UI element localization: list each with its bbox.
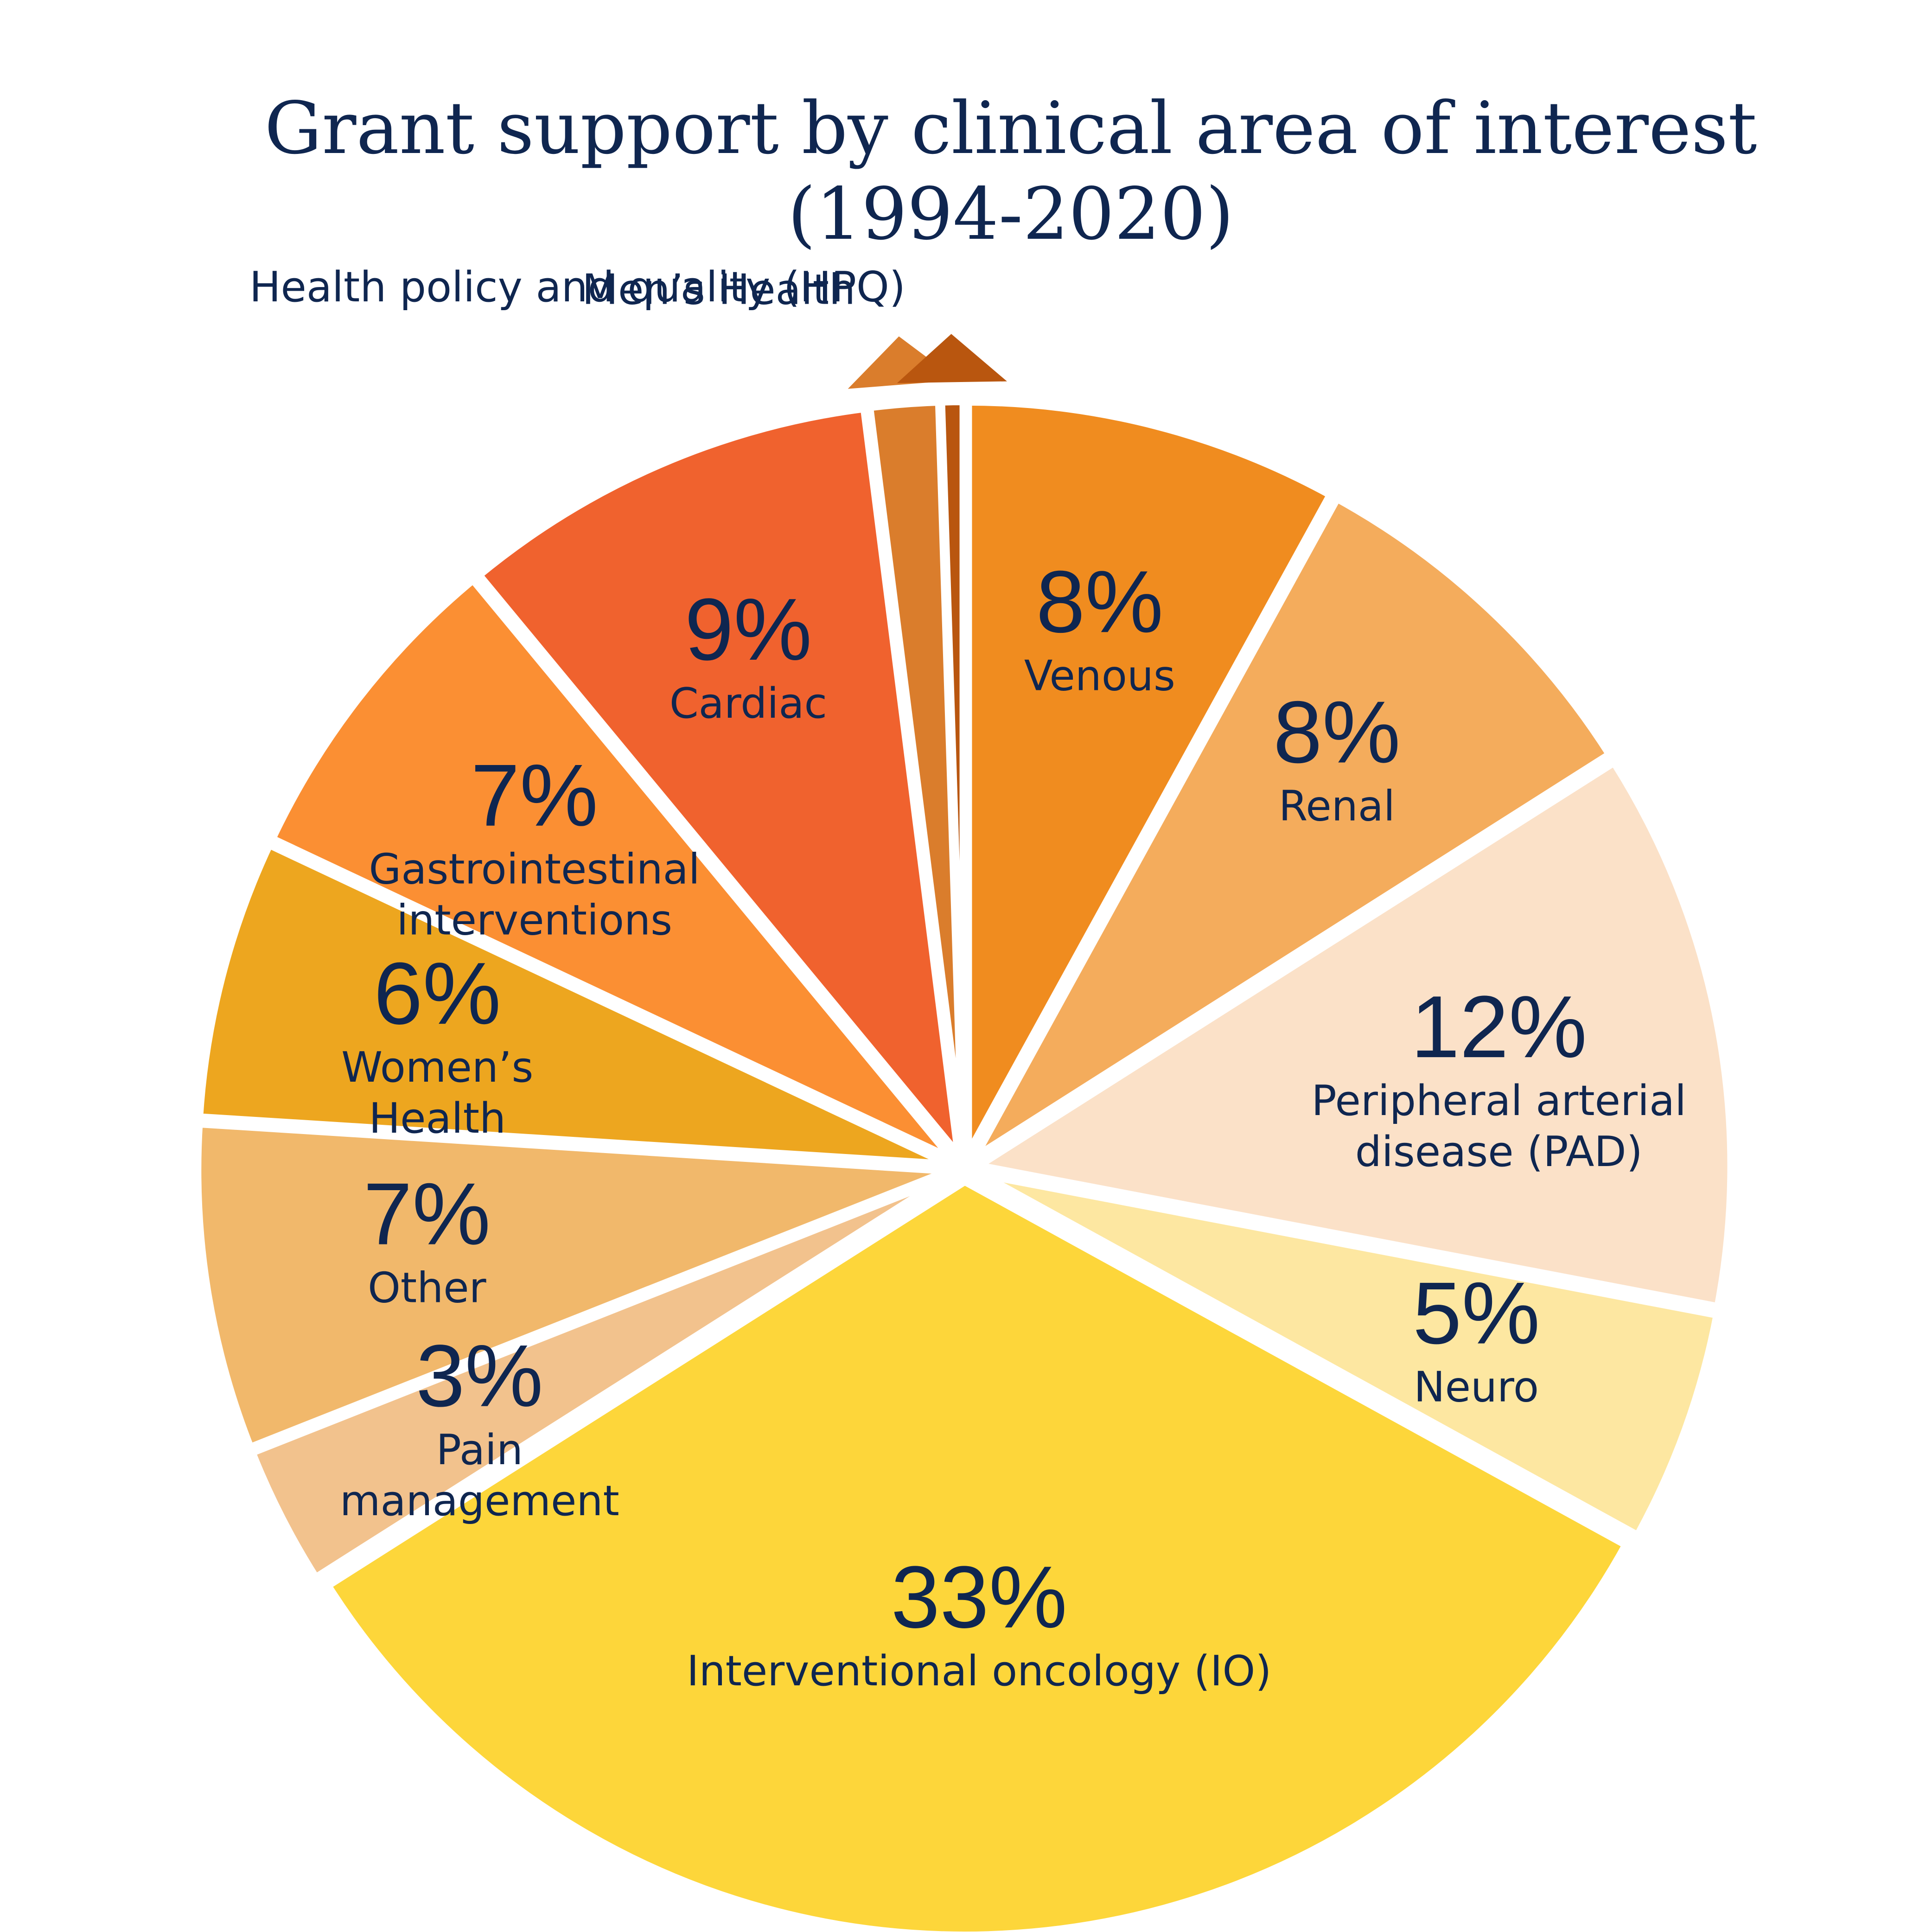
chart-title: Grant support by clinical area of intere…: [265, 86, 1757, 256]
value-label-neuro: 5%: [1413, 1264, 1540, 1363]
category-label-neuro: Neuro: [1414, 1363, 1539, 1412]
value-label-women-s-health: 6%: [374, 944, 501, 1043]
value-label-other: 7%: [363, 1165, 491, 1263]
callout-arrow-health-policy-and-quality-hpq: [897, 334, 1007, 383]
value-label-renal: 8%: [1273, 683, 1401, 781]
slice-other: [192, 1118, 957, 1454]
value-label-gastrointestinal-interventions: 7%: [471, 746, 598, 845]
category-label-gastrointestinal-interventions: Gastrointestinal: [369, 845, 700, 894]
category-label-cardiac: Cardiac: [670, 679, 827, 728]
category-label-peripheral-arterial-disease-pad: Peripheral arterial: [1311, 1077, 1686, 1125]
category-label-venous: Venous: [1024, 651, 1175, 700]
category-label-renal: Renal: [1279, 782, 1395, 830]
chart-title-line: (1994-2020): [788, 172, 1234, 256]
slice-neuro: [971, 1167, 1723, 1542]
category-label-pain-management: Pain: [436, 1426, 523, 1474]
slice-pain-management: [246, 1169, 958, 1584]
category-label-other: Other: [368, 1264, 486, 1313]
category-label-interventional-oncology-io: Interventional oncology (IO): [687, 1647, 1271, 1696]
value-label-pain-management: 3%: [416, 1327, 543, 1425]
callout-label-health-policy-and-quality-hpq: Health policy and quality (HPQ): [249, 263, 905, 312]
slice-cardiac: [473, 402, 964, 1162]
category-label-women-s-health: Women’s: [341, 1043, 533, 1092]
slice-peripheral-arterial-disease-pad: [971, 756, 1737, 1313]
slice-venous: [963, 396, 1336, 1161]
slice-women-s-health: [194, 839, 957, 1170]
slice-interventional-oncology-io: [322, 1175, 1632, 1932]
slice-renal: [968, 492, 1616, 1165]
callout-label-men-s-health: Men’s Health: [582, 265, 855, 314]
category-label-peripheral-arterial-disease-pad: disease (PAD): [1355, 1128, 1643, 1176]
value-label-venous: 8%: [1036, 553, 1164, 651]
category-label-gastrointestinal-interventions: interventions: [396, 896, 672, 945]
value-label-cardiac: 9%: [685, 580, 812, 679]
slice-gastrointestinal-interventions: [266, 574, 960, 1166]
value-label-peripheral-arterial-disease-pad: 12%: [1411, 978, 1587, 1076]
category-label-women-s-health: Health: [369, 1094, 506, 1143]
pie-slices: [192, 396, 1737, 1932]
chart-title-line: Grant support by clinical area of intere…: [265, 86, 1757, 170]
slice-health-policy-and-quality-hpq: [936, 396, 969, 1161]
category-label-pain-management: management: [340, 1477, 619, 1525]
value-label-interventional-oncology-io: 33%: [891, 1548, 1067, 1646]
